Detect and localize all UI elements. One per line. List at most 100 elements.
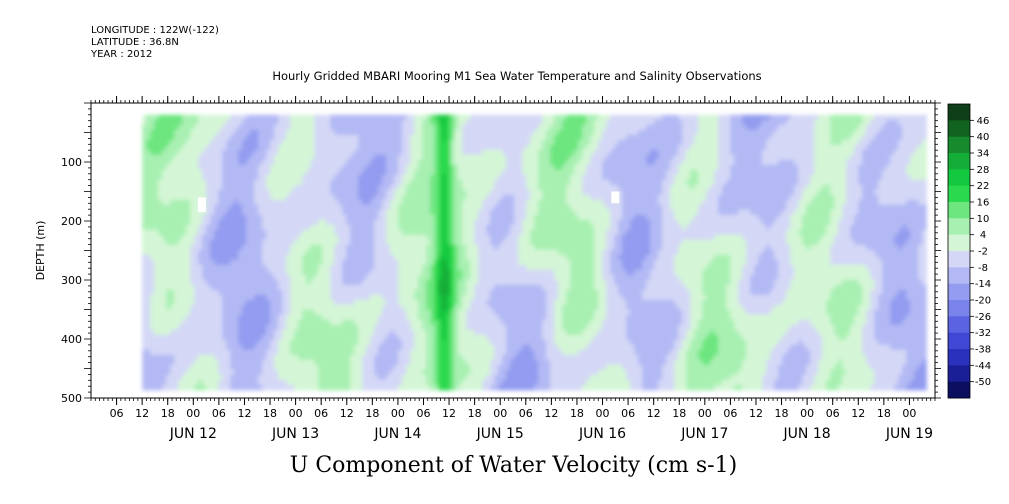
velocity-cell bbox=[302, 154, 307, 161]
velocity-cell bbox=[218, 234, 223, 241]
velocity-cell bbox=[266, 364, 271, 371]
velocity-cell bbox=[394, 289, 399, 296]
velocity-cell bbox=[194, 184, 199, 191]
velocity-cell bbox=[178, 314, 183, 321]
velocity-cell bbox=[470, 289, 475, 296]
velocity-cell bbox=[210, 364, 215, 371]
velocity-cell bbox=[142, 129, 147, 136]
velocity-cell bbox=[498, 314, 503, 321]
velocity-cell bbox=[378, 249, 383, 256]
velocity-cell bbox=[414, 199, 419, 206]
velocity-cell bbox=[382, 264, 387, 271]
velocity-cell bbox=[206, 359, 211, 366]
velocity-cell bbox=[366, 259, 371, 266]
velocity-cell bbox=[354, 159, 359, 166]
velocity-cell bbox=[246, 154, 251, 161]
velocity-cell bbox=[414, 129, 419, 136]
velocity-cell bbox=[230, 299, 235, 306]
velocity-cell bbox=[322, 164, 327, 171]
velocity-cell bbox=[218, 329, 223, 336]
velocity-cell bbox=[438, 129, 443, 136]
velocity-cell bbox=[158, 124, 163, 131]
velocity-cell bbox=[142, 174, 147, 181]
velocity-cell bbox=[162, 299, 167, 306]
velocity-cell bbox=[154, 174, 159, 181]
velocity-cell bbox=[374, 319, 379, 326]
velocity-cell bbox=[206, 169, 211, 176]
velocity-cell bbox=[398, 209, 403, 216]
velocity-cell bbox=[262, 354, 267, 361]
velocity-cell bbox=[494, 314, 499, 321]
velocity-cell bbox=[198, 154, 203, 161]
velocity-cell bbox=[186, 309, 191, 316]
velocity-cell bbox=[246, 299, 251, 306]
velocity-cell bbox=[146, 124, 151, 131]
velocity-cell bbox=[462, 384, 467, 391]
velocity-cell bbox=[406, 274, 411, 281]
velocity-cell bbox=[346, 319, 351, 326]
velocity-cell bbox=[338, 199, 343, 206]
velocity-cell bbox=[226, 359, 231, 366]
velocity-cell bbox=[486, 204, 491, 211]
velocity-cell bbox=[178, 289, 183, 296]
velocity-cell bbox=[386, 279, 391, 286]
velocity-cell bbox=[346, 359, 351, 366]
velocity-cell bbox=[286, 294, 291, 301]
velocity-cell bbox=[278, 219, 283, 226]
velocity-cell bbox=[310, 359, 315, 366]
velocity-cell bbox=[210, 284, 215, 291]
velocity-cell bbox=[330, 234, 335, 241]
velocity-cell bbox=[162, 264, 167, 271]
velocity-cell bbox=[458, 199, 463, 206]
velocity-cell bbox=[370, 179, 375, 186]
velocity-cell bbox=[438, 339, 443, 346]
velocity-cell bbox=[354, 209, 359, 216]
velocity-cell bbox=[178, 299, 183, 306]
velocity-cell bbox=[502, 309, 507, 316]
velocity-cell bbox=[290, 329, 295, 336]
velocity-cell bbox=[458, 244, 463, 251]
velocity-cell bbox=[302, 239, 307, 246]
velocity-cell bbox=[302, 269, 307, 276]
velocity-cell bbox=[286, 304, 291, 311]
velocity-cell bbox=[194, 249, 199, 256]
velocity-cell bbox=[410, 179, 415, 186]
velocity-cell bbox=[366, 309, 371, 316]
velocity-cell bbox=[230, 279, 235, 286]
velocity-cell bbox=[498, 199, 503, 206]
velocity-cell bbox=[226, 324, 231, 331]
velocity-cell bbox=[450, 229, 455, 236]
velocity-cell bbox=[430, 174, 435, 181]
velocity-cell bbox=[210, 334, 215, 341]
velocity-cell bbox=[418, 209, 423, 216]
velocity-cell bbox=[234, 309, 239, 316]
velocity-cell bbox=[178, 114, 183, 121]
velocity-cell bbox=[142, 219, 147, 226]
velocity-cell bbox=[498, 214, 503, 221]
velocity-cell bbox=[382, 204, 387, 211]
velocity-cell bbox=[382, 159, 387, 166]
velocity-cell bbox=[374, 184, 379, 191]
velocity-cell bbox=[442, 254, 447, 261]
velocity-cell bbox=[166, 144, 171, 151]
velocity-cell bbox=[310, 339, 315, 346]
velocity-cell bbox=[442, 314, 447, 321]
velocity-cell bbox=[250, 294, 255, 301]
velocity-cell bbox=[154, 234, 159, 241]
velocity-cell bbox=[154, 379, 159, 386]
velocity-cell bbox=[226, 244, 231, 251]
velocity-cell bbox=[302, 279, 307, 286]
velocity-cell bbox=[410, 229, 415, 236]
velocity-cell bbox=[482, 274, 487, 281]
velocity-cell bbox=[378, 144, 383, 151]
velocity-cell bbox=[222, 254, 227, 261]
velocity-cell bbox=[358, 199, 363, 206]
velocity-cell bbox=[230, 344, 235, 351]
velocity-cell bbox=[194, 164, 199, 171]
velocity-cell bbox=[430, 349, 435, 356]
velocity-cell bbox=[166, 179, 171, 186]
velocity-cell bbox=[430, 259, 435, 266]
velocity-cell bbox=[362, 239, 367, 246]
velocity-cell bbox=[482, 234, 487, 241]
velocity-cell bbox=[478, 279, 483, 286]
